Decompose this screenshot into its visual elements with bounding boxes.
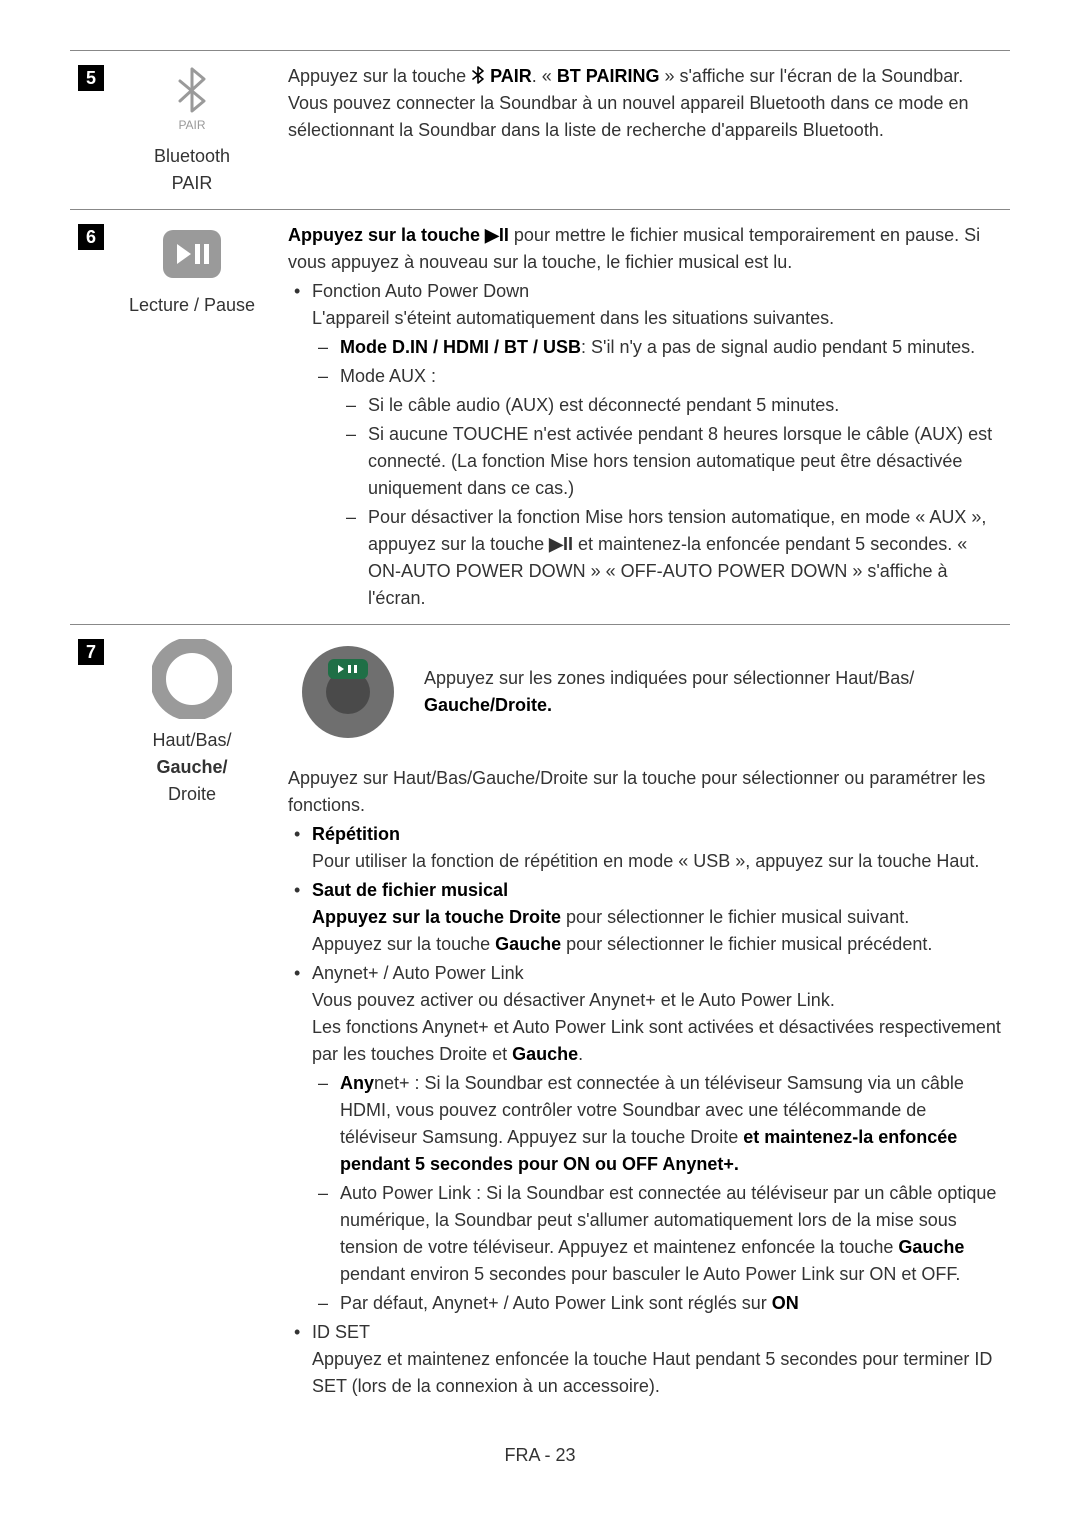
r6-d1: Mode D.IN / HDMI / BT / USB: S'il n'y a … (312, 334, 1002, 361)
dpad-hint-icon (288, 637, 408, 747)
r7-any-p2-mid: et (487, 1044, 512, 1064)
r6-lead-a: Appuyez sur la touche (288, 225, 485, 245)
r7-skip: Saut de fichier musical Appuyez sur la t… (288, 877, 1002, 958)
r6-dd3: Pour désactiver la fonction Mise hors te… (340, 504, 1002, 612)
step-number-5: 5 (78, 65, 104, 91)
r6-d2-a: Mode AUX (340, 366, 426, 386)
r7-skip-p2-g: Gauche (495, 934, 561, 954)
r7-rep-p: Pour utiliser la fonction de répétition … (312, 851, 979, 871)
r7-hint-b: Gauche/Droite. (424, 695, 552, 715)
r7-any-p1: Vous pouvez activer ou désactiver Anynet… (312, 990, 835, 1010)
r7-any-p2-end: . (578, 1044, 583, 1064)
bt-caption-1: Bluetooth (120, 143, 264, 170)
r7-any-d3-on: ON (772, 1293, 799, 1313)
step-number-6: 6 (78, 224, 104, 250)
dpad-ring-icon (120, 639, 264, 719)
play-pause-glyph-1: ▶II (485, 225, 509, 245)
row-5: 5 PAIR Bluetooth PAIR Appuyez sur la tou… (70, 51, 1010, 210)
row-5-desc: Appuyez sur la touche PAIR. « BT PAIRING… (272, 51, 1010, 210)
r7-skip-t: Saut de fichier musical (312, 880, 508, 900)
r5-pair: PAIR (485, 66, 532, 86)
bt-caption-2: PAIR (120, 170, 264, 197)
r6-apd-title: Fonction Auto Power Down (312, 281, 529, 301)
r7-skip-p1-a: Appuyez sur la touche Droite (312, 907, 561, 927)
r7-p1: Appuyez sur Haut/Bas/Gauche/Droite sur l… (288, 765, 1002, 819)
r7-id-p: Appuyez et maintenez enfoncée la touche … (312, 1349, 992, 1396)
r7-any-d1-a: Any (340, 1073, 374, 1093)
pair-sub-label: PAIR (178, 118, 205, 132)
r7-any-d1: Anynet+ : Si la Soundbar est connectée à… (312, 1070, 1002, 1178)
row-6-desc: Appuyez sur la touche ▶II pour mettre le… (272, 210, 1010, 625)
dpad-hint: Appuyez sur les zones indiquées pour sél… (288, 637, 1002, 747)
r7-skip-p1-b: pour sélectionner le fichier musical sui… (561, 907, 909, 927)
r6-d2: Mode AUX : Si le câble audio (AUX) est d… (312, 363, 1002, 612)
bluetooth-inline-icon (471, 66, 485, 84)
r7-any-d2-b: pendant environ 5 secondes pour basculer… (340, 1264, 960, 1284)
bluetooth-pair-icon: PAIR (120, 65, 264, 135)
r6-d2-b: : (426, 366, 436, 386)
r5-btpairing: BT PAIRING (557, 66, 660, 86)
r7-any-d2: Auto Power Link : Si la Soundbar est con… (312, 1180, 1002, 1288)
play-pause-icon (120, 224, 264, 284)
dpad-caption-1: Haut/Bas/ (120, 727, 264, 754)
play-pause-caption: Lecture / Pause (120, 292, 264, 319)
r7-any-t: Anynet+ / Auto Power Link (312, 963, 524, 983)
page-footer: FRA - 23 (70, 1442, 1010, 1469)
r7-rep-t: Répétition (312, 824, 400, 844)
step-number-7: 7 (78, 639, 104, 665)
r5-lead: Appuyez sur la touche (288, 66, 471, 86)
row-7-desc: Appuyez sur les zones indiquées pour sél… (272, 625, 1010, 1413)
r7-rep: Répétition Pour utiliser la fonction de … (288, 821, 1002, 875)
r7-any-p2-g: Gauche (512, 1044, 578, 1064)
r7-hint-a: Appuyez sur les zones indiquées pour sél… (424, 668, 914, 688)
r7-idset: ID SET Appuyez et maintenez enfoncée la … (288, 1319, 1002, 1400)
r7-any-d3: Par défaut, Anynet+ / Auto Power Link so… (312, 1290, 1002, 1317)
r7-any-p2-a: Les fonctions Anynet+ et Auto Power Link… (312, 1017, 1001, 1064)
r7-any-d2-g: Gauche (898, 1237, 964, 1257)
play-pause-glyph-2: ▶II (549, 534, 573, 554)
r6-apd-line: L'appareil s'éteint automatiquement dans… (312, 308, 834, 328)
dpad-caption-3: Droite (120, 781, 264, 808)
r6-d1-a: Mode D.IN / HDMI / BT / USB (340, 337, 581, 357)
r7-skip-p2-a: Appuyez sur la touche (312, 934, 495, 954)
r7-any-d3-a: Par défaut, Anynet+ / Auto Power Link so… (340, 1293, 772, 1313)
dpad-caption-2: Gauche/ (120, 754, 264, 781)
r6-dd1: Si le câble audio (AUX) est déconnecté p… (340, 392, 1002, 419)
r6-apd-item: Fonction Auto Power Down L'appareil s'ét… (288, 278, 1002, 612)
r6-dd2: Si aucune TOUCHE n'est activée pendant 8… (340, 421, 1002, 502)
row-7: 7 Haut/Bas/ Gauche/ Droite (70, 625, 1010, 1413)
r7-id-t: ID SET (312, 1322, 370, 1342)
r7-skip-p2-b: pour sélectionner le fichier musical pré… (561, 934, 932, 954)
r5-mid: . « (532, 66, 557, 86)
manual-table: 5 PAIR Bluetooth PAIR Appuyez sur la tou… (70, 50, 1010, 1412)
dpad-hint-text: Appuyez sur les zones indiquées pour sél… (424, 665, 1002, 719)
row-6: 6 Lecture / Pause Appuyez sur la touche … (70, 210, 1010, 625)
r7-any: Anynet+ / Auto Power Link Vous pouvez ac… (288, 960, 1002, 1317)
r6-d1-b: : S'il n'y a pas de signal audio pendant… (581, 337, 975, 357)
